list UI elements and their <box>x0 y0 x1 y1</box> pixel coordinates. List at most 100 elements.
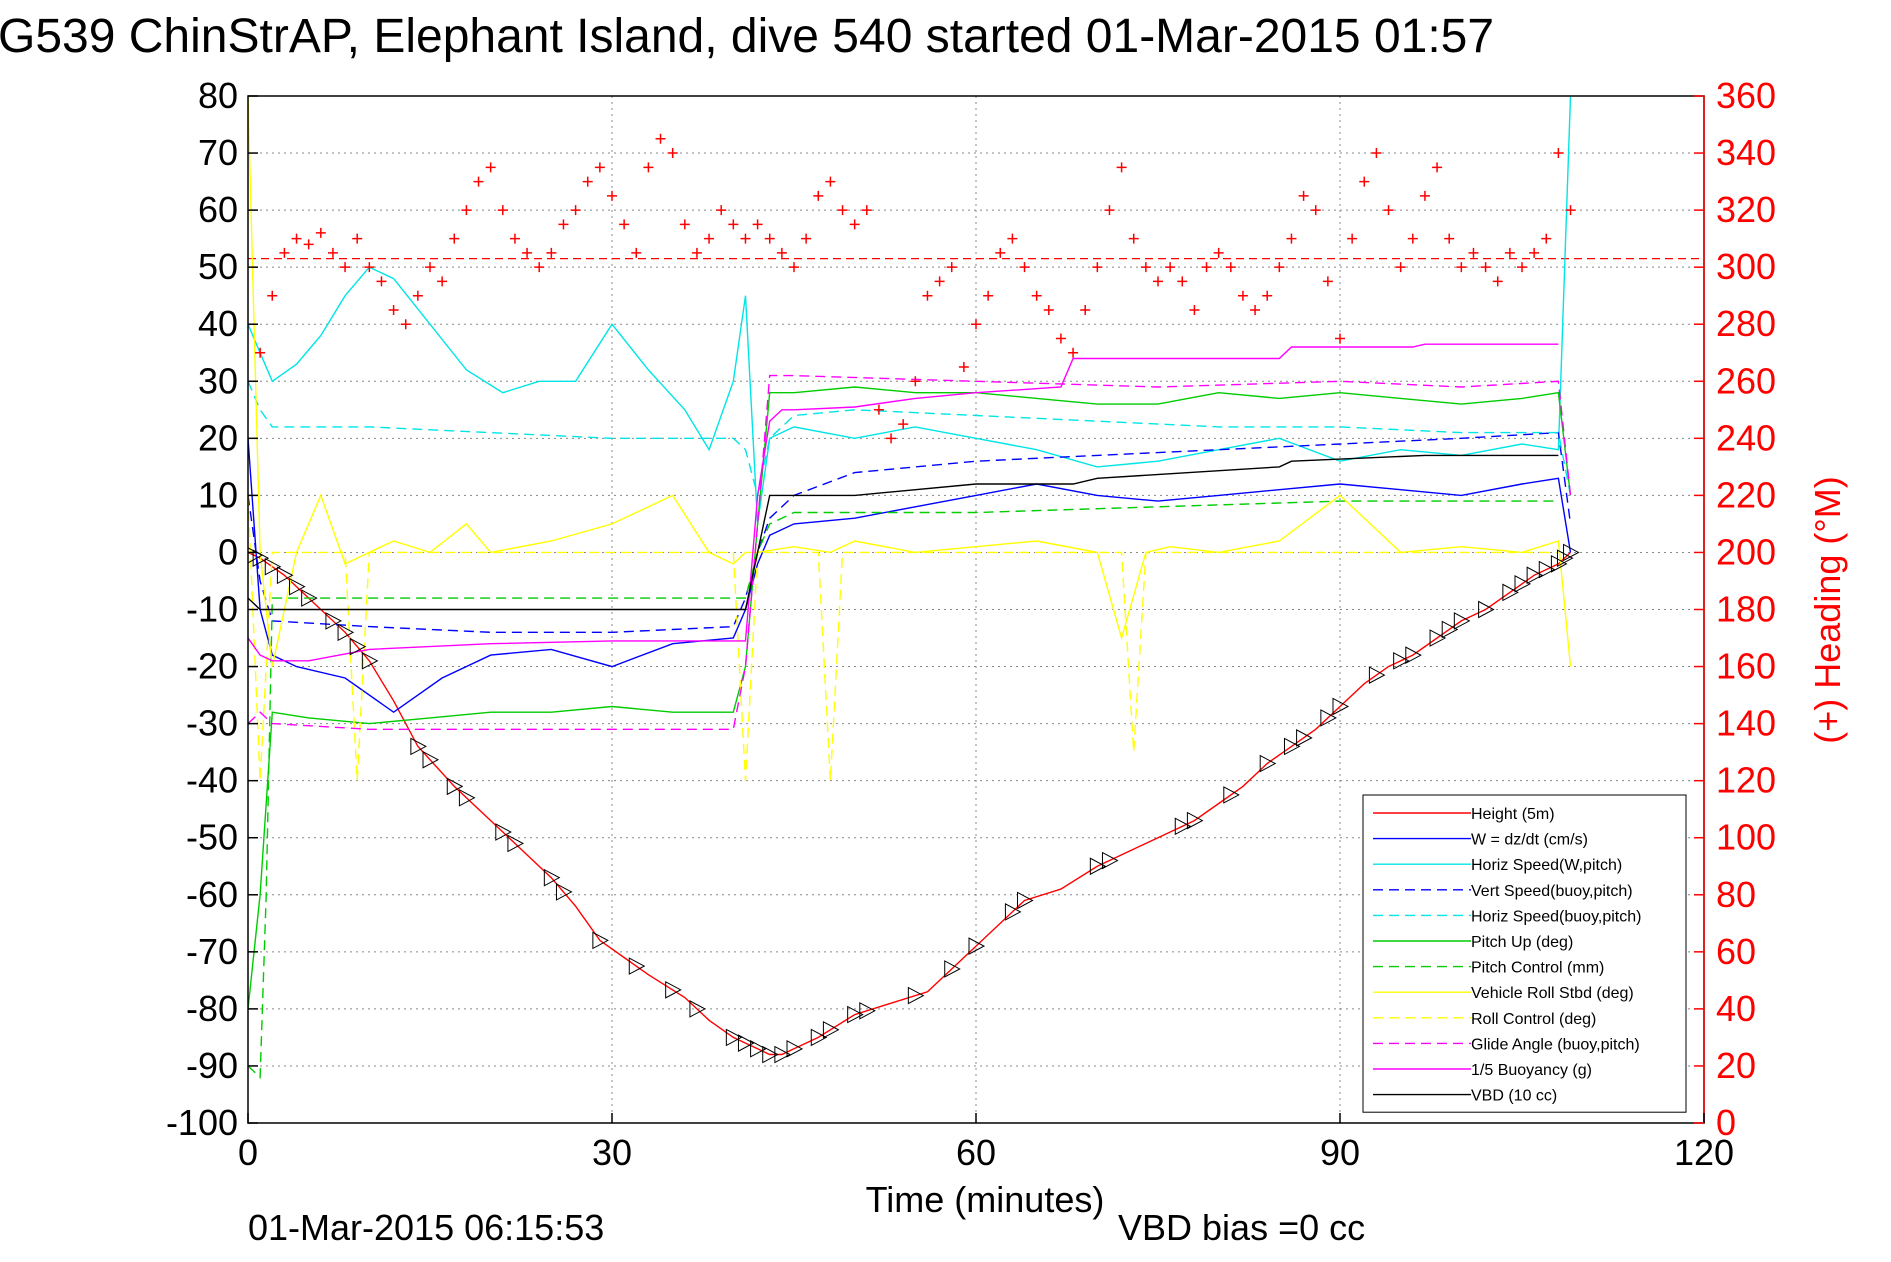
heading-point <box>776 247 787 258</box>
heading-point <box>364 262 375 273</box>
heading-point <box>752 219 763 230</box>
height-marker <box>1089 857 1107 876</box>
legend-label: W = dz/dt (cm/s) <box>1471 832 1588 849</box>
heading-point <box>1092 262 1103 273</box>
series-line-vbd-10-cc <box>248 454 1559 611</box>
heading-point <box>570 205 581 216</box>
y-right-tick-label: 40 <box>1716 988 1756 1029</box>
heading-point <box>1043 304 1054 315</box>
legend-label: Horiz Speed(buoy,pitch) <box>1471 908 1641 925</box>
series-line-horiz-speed-w-pitch <box>248 96 1572 524</box>
y-tick-label: 80 <box>198 75 238 116</box>
x-tick-label: 60 <box>956 1132 996 1173</box>
heading-point <box>691 247 702 258</box>
y-right-tick-label: 160 <box>1716 646 1776 687</box>
heading-point <box>255 347 266 358</box>
heading-point <box>619 219 630 230</box>
height-marker <box>847 1005 864 1024</box>
y-tick-label: -10 <box>186 589 238 630</box>
y-right-tick-label: 120 <box>1716 760 1776 801</box>
height-marker <box>786 1039 804 1058</box>
heading-point <box>267 290 278 301</box>
heading-point <box>303 239 314 250</box>
height-markers <box>248 543 1580 1064</box>
y-right-tick-label: 140 <box>1716 703 1776 744</box>
height-marker <box>1405 646 1422 664</box>
y-tick-label: -50 <box>186 817 238 858</box>
heading-point <box>1104 205 1115 216</box>
y-tick-label: -70 <box>186 931 238 972</box>
y-right-tick-label: 320 <box>1716 189 1776 230</box>
height-marker <box>859 1001 876 1020</box>
heading-point <box>594 162 605 173</box>
timestamp-footer: 01-Mar-2015 06:15:53 <box>248 1207 604 1248</box>
y-tick-label: 60 <box>198 189 238 230</box>
y-right-tick-label: 260 <box>1716 360 1776 401</box>
x-tick-label: 0 <box>238 1132 258 1173</box>
height-marker <box>907 986 925 1005</box>
heading-point <box>886 433 897 444</box>
heading-point <box>352 233 363 244</box>
heading-point <box>1068 347 1079 358</box>
y-right-tick-label: 200 <box>1716 531 1776 572</box>
series-line-1-5-buoyancy-g <box>248 343 1559 662</box>
heading-point <box>667 148 678 159</box>
heading-point <box>1031 290 1042 301</box>
height-marker <box>1223 786 1240 804</box>
series-line-pitch-up-deg <box>248 386 1572 1009</box>
height-marker <box>422 750 440 769</box>
y-tick-label: 20 <box>198 417 238 458</box>
height-marker <box>1320 709 1337 727</box>
height-marker <box>1393 652 1410 670</box>
height-marker <box>1186 811 1204 830</box>
y-right-tick-label: 0 <box>1716 1102 1736 1143</box>
heading-point <box>995 247 1006 258</box>
y-right-tick-label: 100 <box>1716 817 1776 858</box>
height-marker <box>325 612 342 630</box>
heading-point <box>922 290 933 301</box>
y-right-tick-label: 360 <box>1716 75 1776 116</box>
heading-point <box>449 233 460 244</box>
height-marker <box>1514 574 1532 593</box>
heading-point <box>1128 233 1139 244</box>
heading-point <box>1153 276 1163 287</box>
heading-point <box>388 304 399 315</box>
height-marker <box>689 1000 706 1018</box>
heading-point <box>1335 333 1345 344</box>
height-marker <box>495 823 512 841</box>
heading-point <box>485 162 496 173</box>
heading-point <box>1019 262 1030 273</box>
height-marker <box>1453 612 1471 630</box>
height-marker <box>737 1034 755 1052</box>
y-tick-label: 10 <box>198 474 238 515</box>
y-right-tick-label: 340 <box>1716 132 1776 173</box>
heading-point <box>813 190 824 201</box>
height-marker <box>750 1039 767 1058</box>
heading-points <box>255 133 1576 444</box>
x-axis-label: Time (minutes) <box>866 1179 1105 1220</box>
legend-label: Height (5m) <box>1471 806 1555 823</box>
heading-point <box>861 205 872 216</box>
heading-point <box>497 205 508 216</box>
height-marker <box>1429 629 1447 647</box>
height-marker <box>289 577 306 596</box>
heading-point <box>873 404 884 415</box>
heading-point <box>315 227 326 238</box>
height-marker <box>810 1028 828 1047</box>
series-line-height-5m <box>248 551 1571 1056</box>
height-marker <box>337 623 355 642</box>
y-right-tick-label: 300 <box>1716 246 1776 287</box>
heading-point <box>1492 276 1503 287</box>
heading-point <box>837 205 848 216</box>
series-group <box>248 96 1572 1079</box>
height-marker <box>458 788 476 807</box>
heading-point <box>400 319 411 330</box>
heading-point <box>522 247 533 258</box>
heading-point <box>655 133 666 144</box>
heading-point <box>1250 304 1261 315</box>
heading-point <box>825 176 836 187</box>
legend-label: Horiz Speed(W,pitch) <box>1471 857 1622 874</box>
heading-point <box>412 290 423 301</box>
height-marker <box>944 960 961 978</box>
